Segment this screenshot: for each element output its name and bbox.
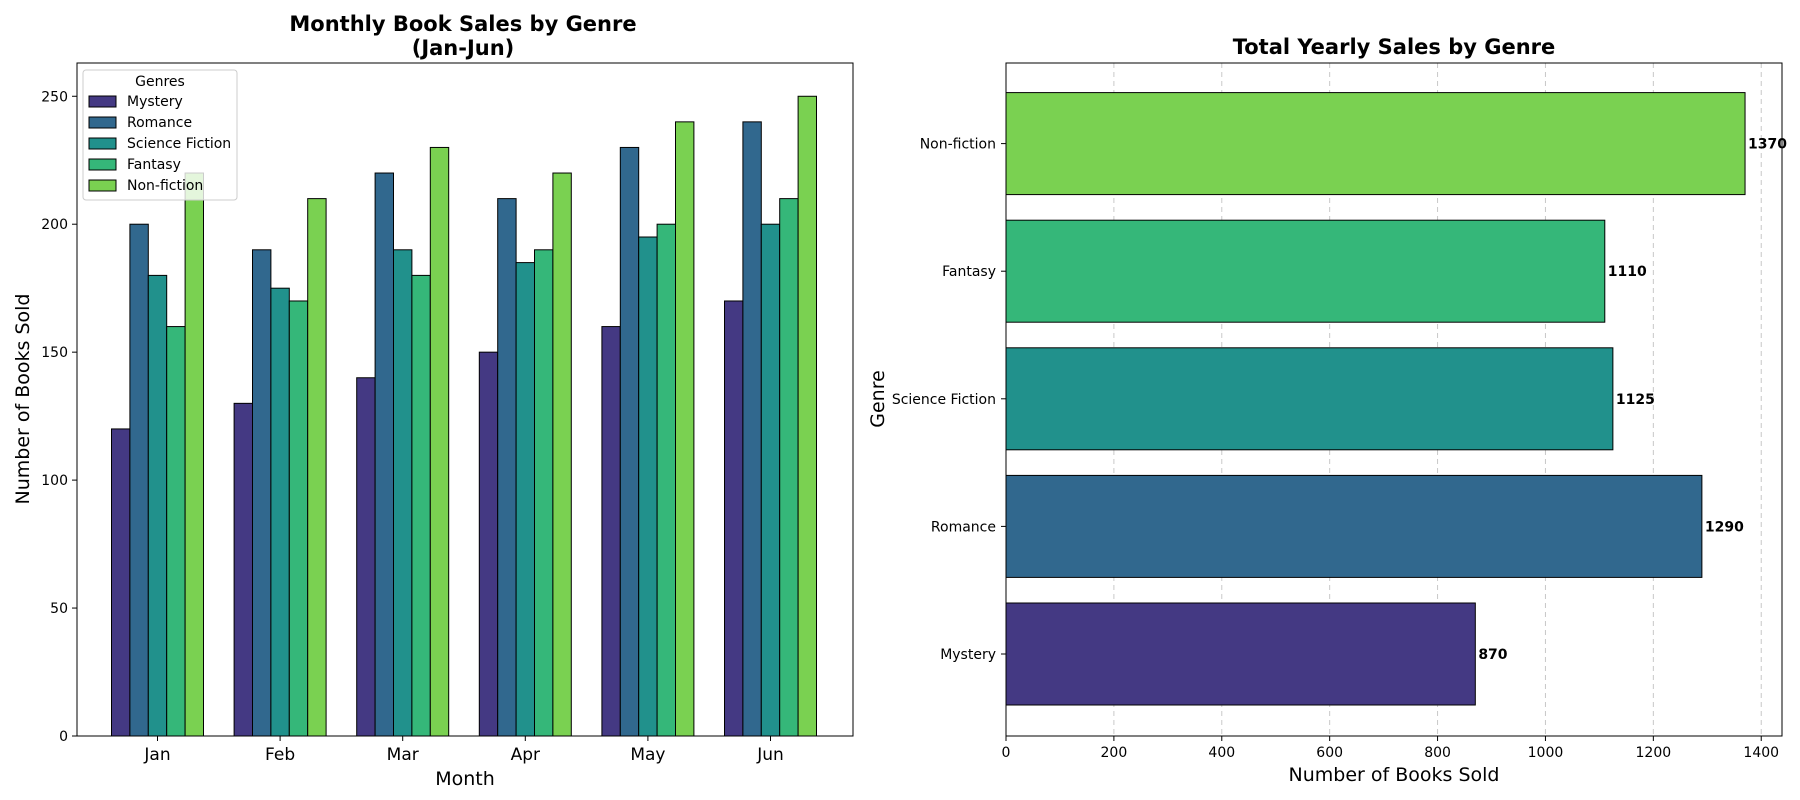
bar-science-fiction-jan bbox=[147, 274, 168, 737]
left-chart-title-line-2: (Jan-Jun) bbox=[412, 36, 515, 60]
yearly-sales-chart: Total Yearly Sales by Genre 870 1290 1125 1… bbox=[867, 35, 1787, 786]
left-x-tick-label-mar: Mar bbox=[387, 745, 419, 765]
bar-fantasy-may bbox=[656, 223, 676, 737]
right-y-tick-label-mystery: Mystery bbox=[940, 647, 996, 663]
left-y-tick-label: 250 bbox=[41, 89, 68, 105]
left-x-tick-label-may: May bbox=[630, 745, 665, 765]
bar-mystery-jan bbox=[111, 428, 131, 737]
bar-fantasy-apr bbox=[534, 249, 554, 737]
right-x-tick-label: 1200 bbox=[1636, 745, 1672, 761]
hbar-romance bbox=[1005, 474, 1703, 578]
left-plot-frame bbox=[76, 62, 854, 737]
legend-title: Genres bbox=[135, 74, 185, 90]
right-x-tick-label: 0 bbox=[1002, 745, 1011, 761]
bar-non-fiction-mar bbox=[429, 146, 450, 737]
bar-fantasy-jan bbox=[166, 326, 186, 737]
left-y-tick-label: 200 bbox=[41, 217, 68, 233]
bar-non-fiction-feb bbox=[307, 198, 327, 737]
bar-non-fiction-jun bbox=[797, 95, 817, 737]
legend-swatch-fantasy bbox=[88, 158, 117, 171]
left-y-tick-label: 150 bbox=[41, 345, 68, 361]
bar-mystery-mar bbox=[356, 377, 376, 737]
hbar-fantasy bbox=[1005, 219, 1606, 323]
left-y-axis-label: Number of Books Sold bbox=[12, 294, 34, 505]
left-bars-group bbox=[111, 95, 817, 737]
bar-mystery-jun bbox=[724, 300, 744, 737]
bar-romance-may bbox=[619, 146, 640, 737]
legend: Genres Mystery Romance Science Fiction Fant… bbox=[82, 69, 238, 201]
bar-non-fiction-apr bbox=[552, 172, 572, 737]
right-x-axis-label: Number of Books Sold bbox=[1289, 764, 1500, 786]
right-x-tick-label: 1400 bbox=[1743, 745, 1779, 761]
hbar-value-label-science-fiction: 1125 bbox=[1616, 392, 1655, 408]
bar-non-fiction-jan bbox=[184, 172, 205, 737]
left-y-tick-label: 100 bbox=[41, 473, 68, 489]
bar-science-fiction-feb bbox=[270, 287, 290, 737]
bar-mystery-apr bbox=[478, 351, 499, 737]
left-x-ticks: Jan Feb Mar Apr May Jun bbox=[143, 736, 784, 765]
legend-swatch-non-fiction bbox=[88, 179, 117, 192]
legend-label-science-fiction: Science Fiction bbox=[127, 136, 231, 152]
bar-fantasy-jun bbox=[779, 198, 799, 737]
right-bars-group: 870 1290 1125 1110 1370 bbox=[1005, 92, 1787, 706]
bar-science-fiction-jun bbox=[760, 223, 781, 737]
hbar-science-fiction bbox=[1005, 347, 1614, 451]
right-y-tick-label-fantasy: Fantasy bbox=[942, 264, 996, 280]
bar-romance-jan bbox=[129, 223, 149, 737]
bar-romance-apr bbox=[497, 198, 517, 737]
left-y-tick-label: 50 bbox=[50, 601, 68, 617]
bar-science-fiction-apr bbox=[515, 262, 535, 737]
legend-label-romance: Romance bbox=[127, 115, 192, 131]
right-y-ticks: Mystery Romance Science Fiction Fantasy Non-… bbox=[892, 137, 1006, 663]
hbar-non-fiction bbox=[1005, 92, 1746, 196]
legend-label-mystery: Mystery bbox=[127, 94, 183, 110]
hbar-value-label-fantasy: 1110 bbox=[1608, 264, 1647, 280]
right-x-tick-label: 800 bbox=[1424, 745, 1451, 761]
legend-label-non-fiction: Non-fiction bbox=[127, 178, 203, 194]
right-x-tick-label: 1000 bbox=[1528, 745, 1564, 761]
legend-label-fantasy: Fantasy bbox=[127, 157, 181, 173]
left-chart-title-line-1: Monthly Book Sales by Genre bbox=[289, 12, 636, 36]
bar-romance-mar bbox=[374, 172, 395, 737]
right-x-tick-label: 400 bbox=[1208, 745, 1235, 761]
hbar-value-label-romance: 1290 bbox=[1705, 519, 1744, 535]
left-x-tick-label-feb: Feb bbox=[265, 745, 295, 765]
bar-mystery-feb bbox=[233, 402, 254, 737]
hbar-value-label-mystery: 870 bbox=[1478, 647, 1507, 663]
bar-romance-jun bbox=[742, 121, 762, 737]
hbar-mystery bbox=[1005, 602, 1476, 706]
hbar-value-label-non-fiction: 1370 bbox=[1748, 137, 1787, 153]
right-y-axis-label: Genre bbox=[867, 370, 889, 428]
legend-swatch-science-fiction bbox=[88, 137, 117, 150]
left-x-axis-label: Month bbox=[435, 768, 495, 790]
bar-fantasy-mar bbox=[411, 274, 431, 737]
right-x-tick-label: 200 bbox=[1101, 745, 1128, 761]
right-y-tick-label-non-fiction: Non-fiction bbox=[920, 137, 996, 153]
left-x-tick-label-jan: Jan bbox=[143, 745, 170, 765]
bar-romance-feb bbox=[252, 249, 272, 737]
right-x-ticks: 0 200 400 600 800 1000 1200 1400 bbox=[1002, 736, 1779, 761]
right-plot-frame bbox=[1005, 62, 1783, 737]
bar-mystery-may bbox=[601, 326, 621, 737]
legend-frame bbox=[82, 69, 238, 201]
left-y-tick-label: 0 bbox=[59, 729, 68, 745]
bar-fantasy-feb bbox=[288, 300, 309, 737]
left-x-tick-label-apr: Apr bbox=[511, 745, 540, 765]
left-y-ticks: 0 50 100 150 200 250 bbox=[41, 89, 77, 745]
legend-swatch-mystery bbox=[88, 95, 117, 108]
bar-science-fiction-may bbox=[638, 236, 658, 737]
right-y-tick-label-romance: Romance bbox=[931, 519, 996, 535]
bar-non-fiction-may bbox=[675, 121, 695, 737]
bar-science-fiction-mar bbox=[393, 249, 413, 737]
monthly-sales-chart: Monthly Book Sales by Genre (Jan-Jun) 0 5… bbox=[12, 12, 854, 790]
left-x-tick-label-jun: Jun bbox=[756, 745, 784, 765]
legend-swatch-romance bbox=[88, 116, 117, 129]
right-y-tick-label-science-fiction: Science Fiction bbox=[892, 392, 996, 408]
right-chart-title: Total Yearly Sales by Genre bbox=[1233, 35, 1556, 59]
right-x-tick-label: 600 bbox=[1316, 745, 1343, 761]
